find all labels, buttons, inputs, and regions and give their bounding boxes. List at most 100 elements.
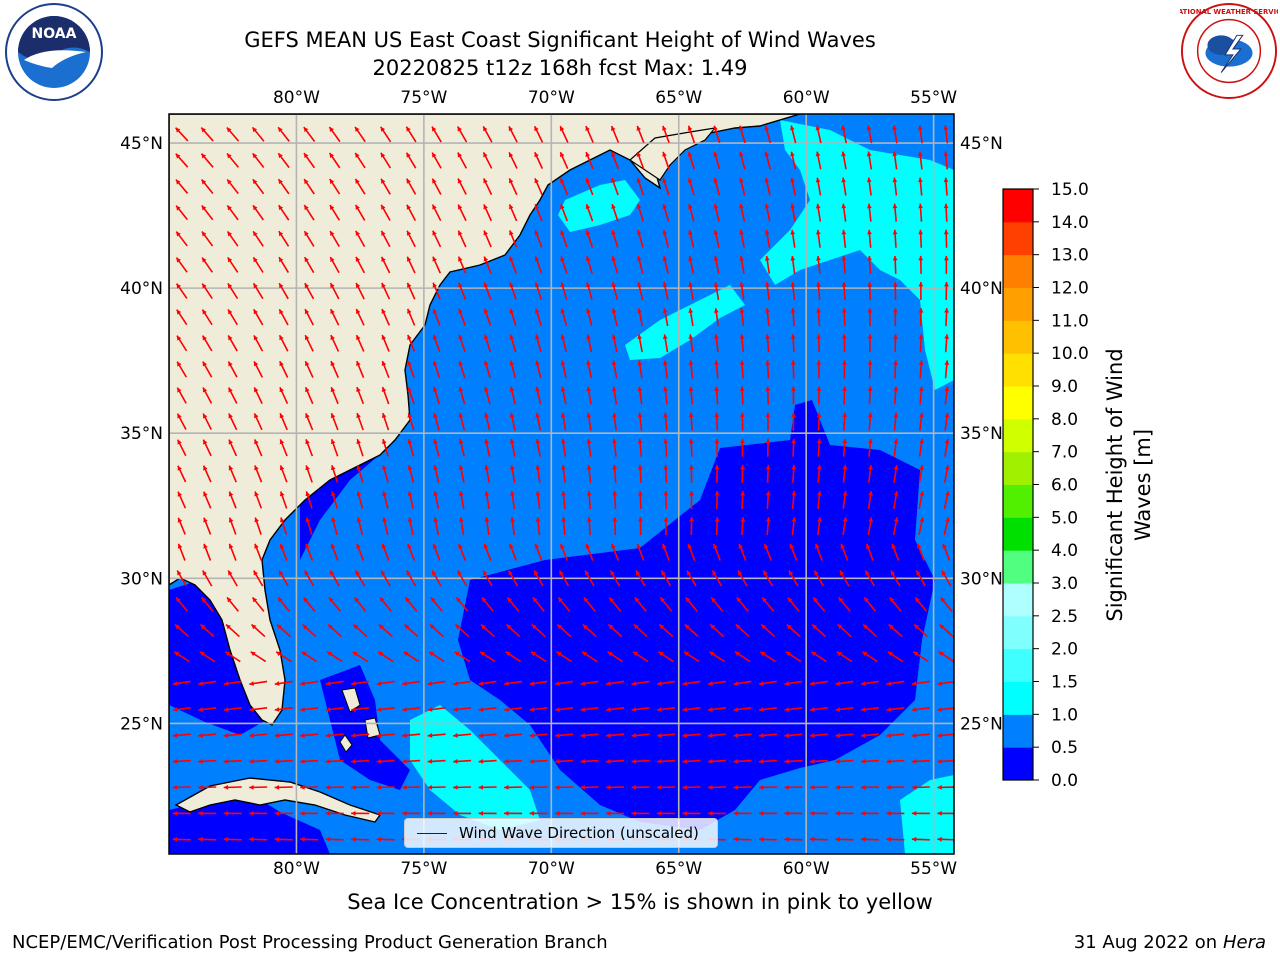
wave-direction-arrow <box>662 543 670 561</box>
wave-direction-arrow <box>585 203 594 222</box>
wave-direction-arrow <box>790 255 796 274</box>
wave-direction-arrow <box>866 151 873 170</box>
wave-direction-arrow <box>911 759 930 764</box>
wave-direction-arrow <box>835 759 854 764</box>
wave-direction-arrow <box>431 126 442 143</box>
wave-direction-arrow <box>509 360 517 379</box>
low-wave-region <box>320 665 410 790</box>
wave-direction-arrow <box>251 126 265 142</box>
wave-direction-arrow <box>580 759 599 764</box>
wave-direction-arrow <box>658 651 674 663</box>
wave-direction-arrow <box>560 334 568 353</box>
wave-direction-arrow <box>662 334 669 353</box>
wave-direction-arrow <box>612 517 618 536</box>
wave-direction-arrow <box>739 308 745 327</box>
wave-direction-arrow <box>330 386 339 405</box>
wave-direction-arrow <box>534 230 543 248</box>
wave-direction-arrow <box>303 230 315 247</box>
wave-direction-arrow <box>329 282 340 300</box>
wave-direction-arrow <box>682 733 701 738</box>
wind-wave-arrows <box>172 125 954 842</box>
wave-direction-arrow <box>325 759 344 764</box>
wave-direction-arrow <box>226 126 240 142</box>
wave-direction-arrow <box>380 126 392 143</box>
wave-direction-arrow <box>175 179 189 194</box>
wave-direction-arrow <box>662 151 670 170</box>
wave-direction-arrow <box>300 810 319 816</box>
wave-direction-arrow <box>736 596 749 612</box>
wave-direction-arrow <box>582 623 597 638</box>
wave-direction-arrow <box>355 282 365 300</box>
wave-direction-arrow <box>867 490 873 509</box>
wave-direction-arrow <box>177 465 187 483</box>
wave-direction-arrow <box>860 784 879 790</box>
wave-direction-arrow <box>555 707 574 712</box>
colorbar-bin <box>1003 386 1033 420</box>
wave-direction-arrow <box>249 707 268 712</box>
wave-direction-arrow <box>431 570 442 587</box>
wave-direction-arrow <box>555 759 574 764</box>
lat-label-left: 30°N <box>120 569 163 589</box>
wave-direction-arrow <box>458 517 465 536</box>
wave-direction-arrow <box>177 517 186 535</box>
wave-direction-arrow <box>175 283 188 299</box>
wave-direction-arrow <box>663 517 669 536</box>
low-wave-region <box>458 400 935 830</box>
colorbar-bin <box>1003 320 1033 354</box>
wave-direction-arrow <box>433 464 440 483</box>
wave-direction-arrow <box>277 204 290 221</box>
wave-direction-arrow <box>305 517 313 535</box>
wave-direction-arrow <box>809 733 828 738</box>
wave-direction-arrow <box>455 596 469 612</box>
wave-direction-arrow <box>636 203 644 222</box>
wave-direction-arrow <box>505 651 522 663</box>
wave-direction-arrow <box>198 784 217 790</box>
wave-direction-arrow <box>631 784 650 790</box>
wave-direction-arrow <box>303 204 315 221</box>
wave-direction-arrow <box>784 680 803 686</box>
wave-direction-arrow <box>687 125 696 144</box>
wave-direction-arrow <box>734 651 751 663</box>
wave-direction-arrow <box>431 152 442 169</box>
wave-direction-arrow <box>406 178 417 195</box>
wave-direction-arrow <box>605 707 625 712</box>
wave-direction-arrow <box>682 680 701 686</box>
wave-direction-arrow <box>713 151 721 170</box>
wave-direction-arrow <box>764 125 772 144</box>
wave-direction-arrow <box>636 543 645 561</box>
wave-direction-arrow <box>457 230 467 248</box>
wave-direction-arrow <box>458 464 465 483</box>
wave-direction-arrow <box>656 707 676 712</box>
wave-direction-arrow <box>918 464 924 483</box>
wave-direction-arrow <box>380 570 391 587</box>
wave-direction-arrow <box>611 543 619 561</box>
wave-direction-arrow <box>478 680 497 686</box>
wave-direction-arrow <box>707 810 726 816</box>
wave-direction-arrow <box>301 623 317 638</box>
wave-direction-arrow <box>300 836 319 842</box>
wave-direction-arrow <box>325 836 344 842</box>
wave-direction-arrow <box>758 680 777 686</box>
wave-direction-arrow <box>611 151 620 170</box>
wave-direction-arrow <box>529 759 548 764</box>
wave-direction-arrow <box>509 386 516 405</box>
wave-direction-arrow <box>682 707 701 712</box>
wave-direction-arrow <box>484 490 490 509</box>
wave-direction-arrow <box>816 438 822 457</box>
wave-direction-arrow <box>278 282 289 300</box>
wave-direction-arrow <box>837 623 852 638</box>
wave-direction-arrow <box>533 570 544 587</box>
wave-direction-arrow <box>249 836 268 842</box>
wave-direction-arrow <box>584 570 595 587</box>
wave-direction-arrow <box>684 623 699 638</box>
wave-direction-arrow <box>816 517 822 536</box>
wave-direction-arrow <box>354 178 366 195</box>
wave-direction-arrow <box>560 360 567 379</box>
wave-direction-arrow <box>382 491 389 509</box>
colorbar-label-line2: Waves [m] <box>1131 429 1155 541</box>
wave-direction-arrow <box>506 596 520 612</box>
wave-direction-arrow <box>758 733 777 738</box>
wave-direction-arrow <box>509 334 517 353</box>
wave-direction-arrow <box>611 386 618 405</box>
wave-direction-arrow <box>841 308 847 327</box>
